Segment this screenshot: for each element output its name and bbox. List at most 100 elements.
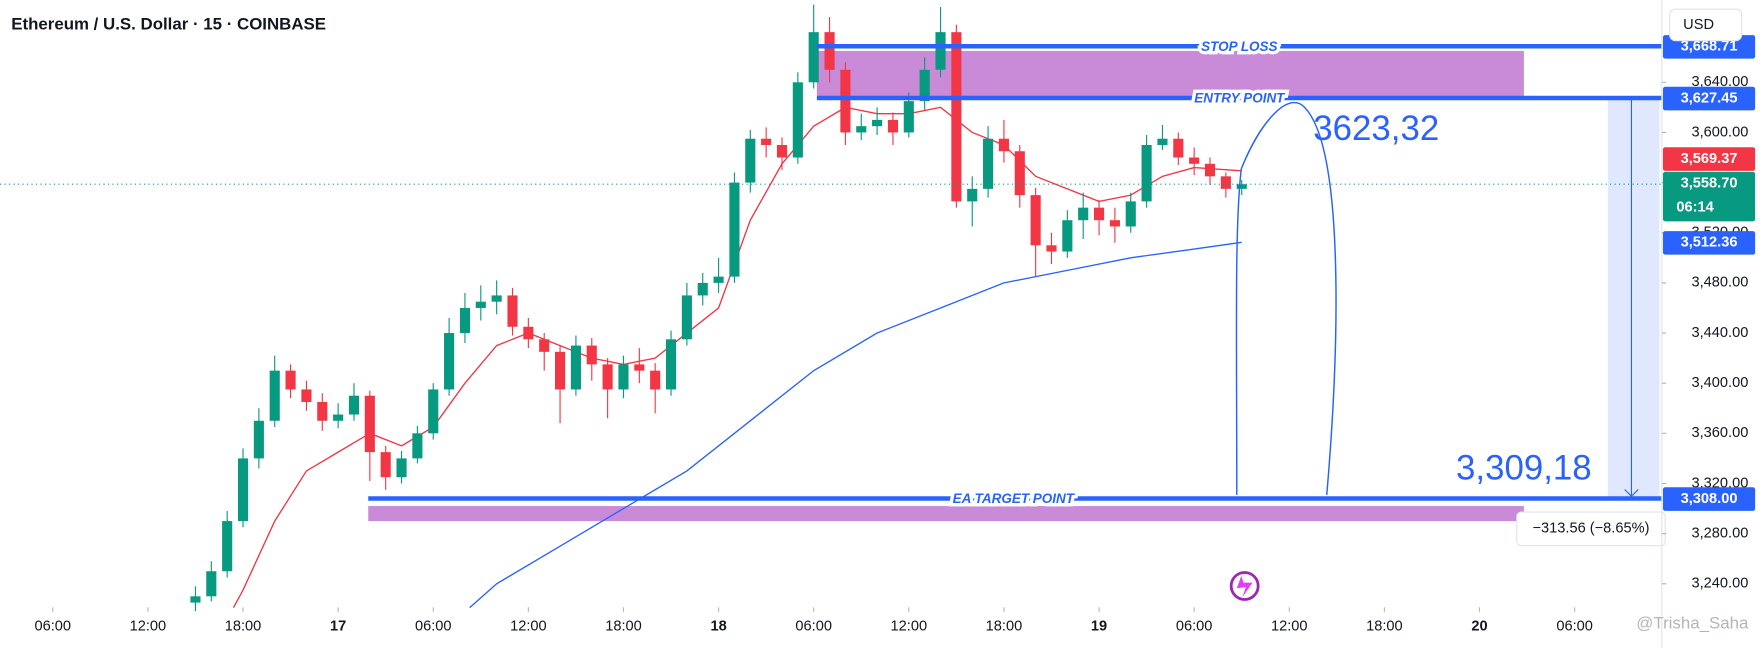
candle-body [967,188,978,202]
x-tick-label: 12:00 [891,618,928,634]
candle-body [602,364,613,390]
candle-body [998,138,1009,152]
x-tick-label: 12:00 [1271,618,1308,634]
candle-body [237,458,249,522]
candle-body [935,32,946,70]
candle-body [1078,207,1089,221]
candle-body [491,295,502,302]
x-tick-label: 12:00 [510,618,547,634]
candle-body [951,32,962,202]
candle-body [840,69,851,133]
price-tag-label: 3,308.00 [1681,491,1738,507]
x-tick-label: 18:00 [605,618,642,634]
candle-body [1157,138,1168,145]
y-tick-label: 3,480.00 [1692,275,1749,291]
x-tick-label: 06:00 [1556,618,1593,634]
candle-body [1125,201,1136,227]
candle-body [333,414,344,421]
candle-body [269,370,280,421]
level-label: EA TARGET POINT [953,491,1076,506]
annotation-target: 3,309,18 [1456,448,1592,487]
y-tick-label: 3,360.00 [1692,425,1749,441]
currency-label[interactable]: USD [1683,17,1714,33]
candle-body [903,101,914,133]
moving-average [232,106,1242,608]
candle-body [222,521,233,572]
price-tag-label: 3,569.37 [1681,151,1738,167]
candle-body [1189,157,1200,164]
zone [816,50,1524,97]
candle-body [1109,220,1120,227]
candle-body [745,138,756,183]
candle-body [1173,138,1184,158]
candle-body [1093,207,1105,221]
candle-body [824,32,835,70]
candle-body [697,282,708,296]
level-label: ENTRY POINT [1194,91,1286,106]
y-tick-label: 3,240.00 [1692,576,1749,592]
candle-body [380,452,391,478]
x-tick-label: 19 [1091,618,1107,634]
candle-body [1062,220,1073,252]
candle-body [253,420,264,459]
candle-body [317,401,328,421]
candle-body [301,389,312,402]
price-tag-label: 3,558.70 [1681,176,1738,192]
x-tick-label: 18:00 [986,618,1023,634]
candle-body [523,326,534,340]
candle-body [396,458,407,478]
candle-body [507,295,518,327]
candle-body [539,339,550,352]
candle-body [348,395,360,415]
candle-body [475,301,486,308]
candle-body [792,82,803,158]
candle-body [285,370,296,390]
candle-body [586,345,597,365]
candle-body [872,119,883,127]
currency-button[interactable] [1669,8,1743,42]
price-tag [1662,86,1756,111]
candle-body [1236,184,1247,189]
price-tag [1662,147,1756,171]
candle-body [919,69,930,102]
x-tick-label: 06:00 [415,618,452,634]
candle-body [1141,144,1152,202]
x-tick-label: 12:00 [130,618,167,634]
y-tick-label: 3,640.00 [1692,74,1749,90]
measure-label-box [1516,511,1666,547]
price-tags: 3,668.71 3,627.45 3,569.37 3,558.70 06:14 3,5… [1662,35,1756,511]
candle-body [1014,151,1025,196]
price-tag [1662,487,1756,511]
x-tick-label: 06:00 [35,618,72,634]
y-tick-label: 3,400.00 [1692,375,1749,391]
measure-label: −313.56 (−8.65%) [1532,521,1649,537]
candle-body [1204,163,1216,177]
price-tag-label: 3,668.71 [1681,39,1738,55]
candle-body [776,144,788,158]
drawings: 3623,32 3,309,18 [1229,101,1592,601]
candle-body [412,433,423,459]
candle-body [634,364,645,371]
watermark: @Trisha_Saha [1636,614,1749,633]
x-tick-label: 18:00 [225,618,262,634]
candle-body [555,351,566,390]
annotation-entry: 3623,32 [1313,109,1439,148]
series [0,4,1662,612]
candle-body [459,307,471,334]
levels: STOP LOSS ENTRY POINT EA TARGET POINT −313.… [368,36,1666,547]
logo [1229,571,1260,601]
x-tick-label: 18 [710,618,726,634]
candle-body [887,119,899,133]
candle-body [618,364,629,390]
candle-body [665,339,677,390]
moving-average [469,241,1242,609]
axes: 3,240.003,280.003,320.003,360.003,400.00… [35,0,1749,648]
candle-body [364,395,375,453]
candle-body [983,138,994,189]
candle-body [650,370,661,390]
candle-body [570,345,581,390]
x-tick-label: 06:00 [795,618,832,634]
price-tag-label: 3,512.36 [1681,235,1738,251]
candle-body [1220,176,1231,189]
